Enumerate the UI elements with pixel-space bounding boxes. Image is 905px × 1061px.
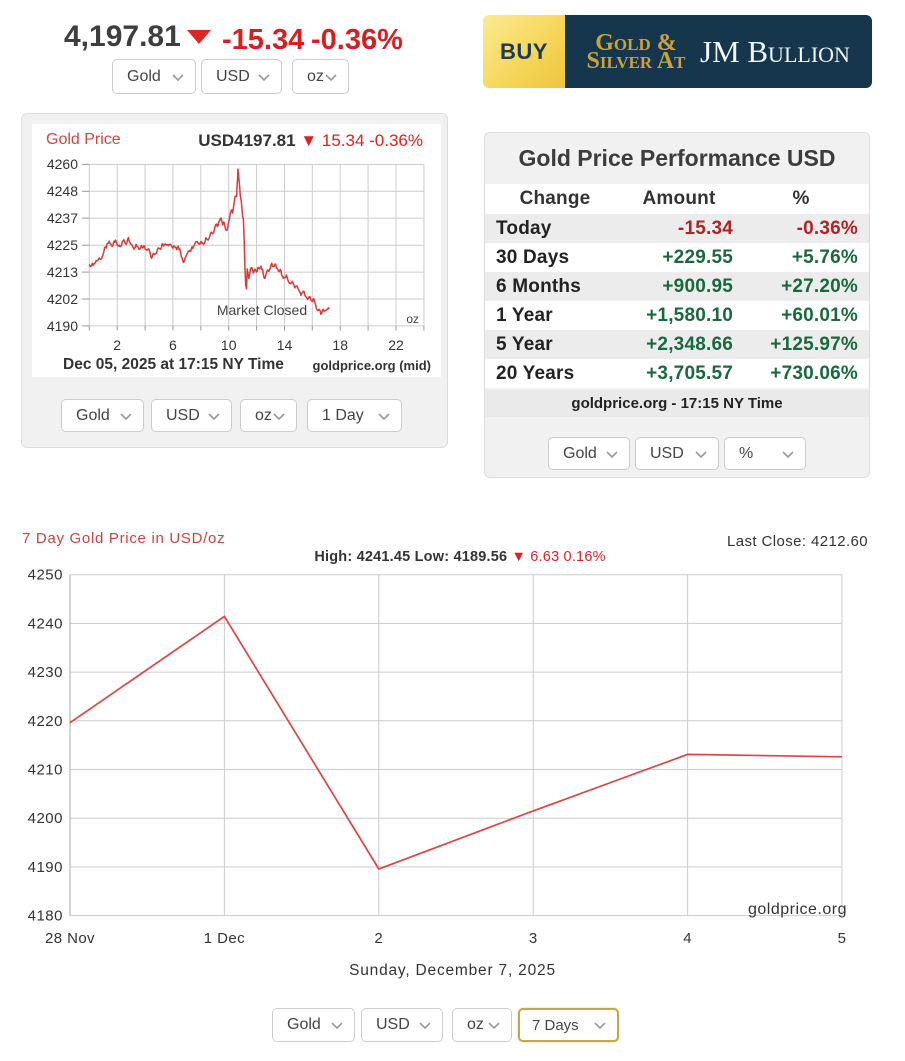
svg-text:22: 22 bbox=[388, 337, 404, 353]
svg-text:4202: 4202 bbox=[47, 291, 78, 307]
svg-text:4237: 4237 bbox=[47, 210, 78, 226]
svg-text:goldprice.org: goldprice.org bbox=[748, 901, 847, 918]
svg-text:5: 5 bbox=[838, 930, 847, 947]
svg-text:4213: 4213 bbox=[47, 264, 78, 280]
svg-text:4210: 4210 bbox=[28, 762, 63, 779]
svg-text:6: 6 bbox=[169, 337, 177, 353]
svg-text:2: 2 bbox=[113, 337, 121, 353]
svg-text:Market Closed: Market Closed bbox=[217, 302, 307, 318]
svg-text:18: 18 bbox=[332, 337, 348, 353]
svg-text:4: 4 bbox=[683, 930, 692, 947]
svg-text:4200: 4200 bbox=[28, 810, 63, 827]
svg-text:28 Nov: 28 Nov bbox=[45, 930, 95, 947]
svg-text:4250: 4250 bbox=[28, 567, 63, 584]
svg-text:4248: 4248 bbox=[47, 183, 78, 199]
svg-text:4190: 4190 bbox=[28, 859, 63, 876]
svg-text:10: 10 bbox=[221, 337, 237, 353]
svg-text:4230: 4230 bbox=[28, 664, 63, 681]
svg-text:1 Dec: 1 Dec bbox=[204, 930, 245, 947]
svg-text:4260: 4260 bbox=[47, 156, 78, 172]
svg-text:oz: oz bbox=[406, 312, 419, 326]
svg-text:4190: 4190 bbox=[47, 318, 78, 334]
svg-text:4240: 4240 bbox=[28, 615, 63, 632]
svg-text:14: 14 bbox=[277, 337, 293, 353]
svg-text:2: 2 bbox=[374, 930, 383, 947]
svg-text:3: 3 bbox=[529, 930, 538, 947]
svg-text:4225: 4225 bbox=[47, 237, 78, 253]
svg-text:4180: 4180 bbox=[28, 908, 63, 925]
svg-text:4220: 4220 bbox=[28, 713, 63, 730]
